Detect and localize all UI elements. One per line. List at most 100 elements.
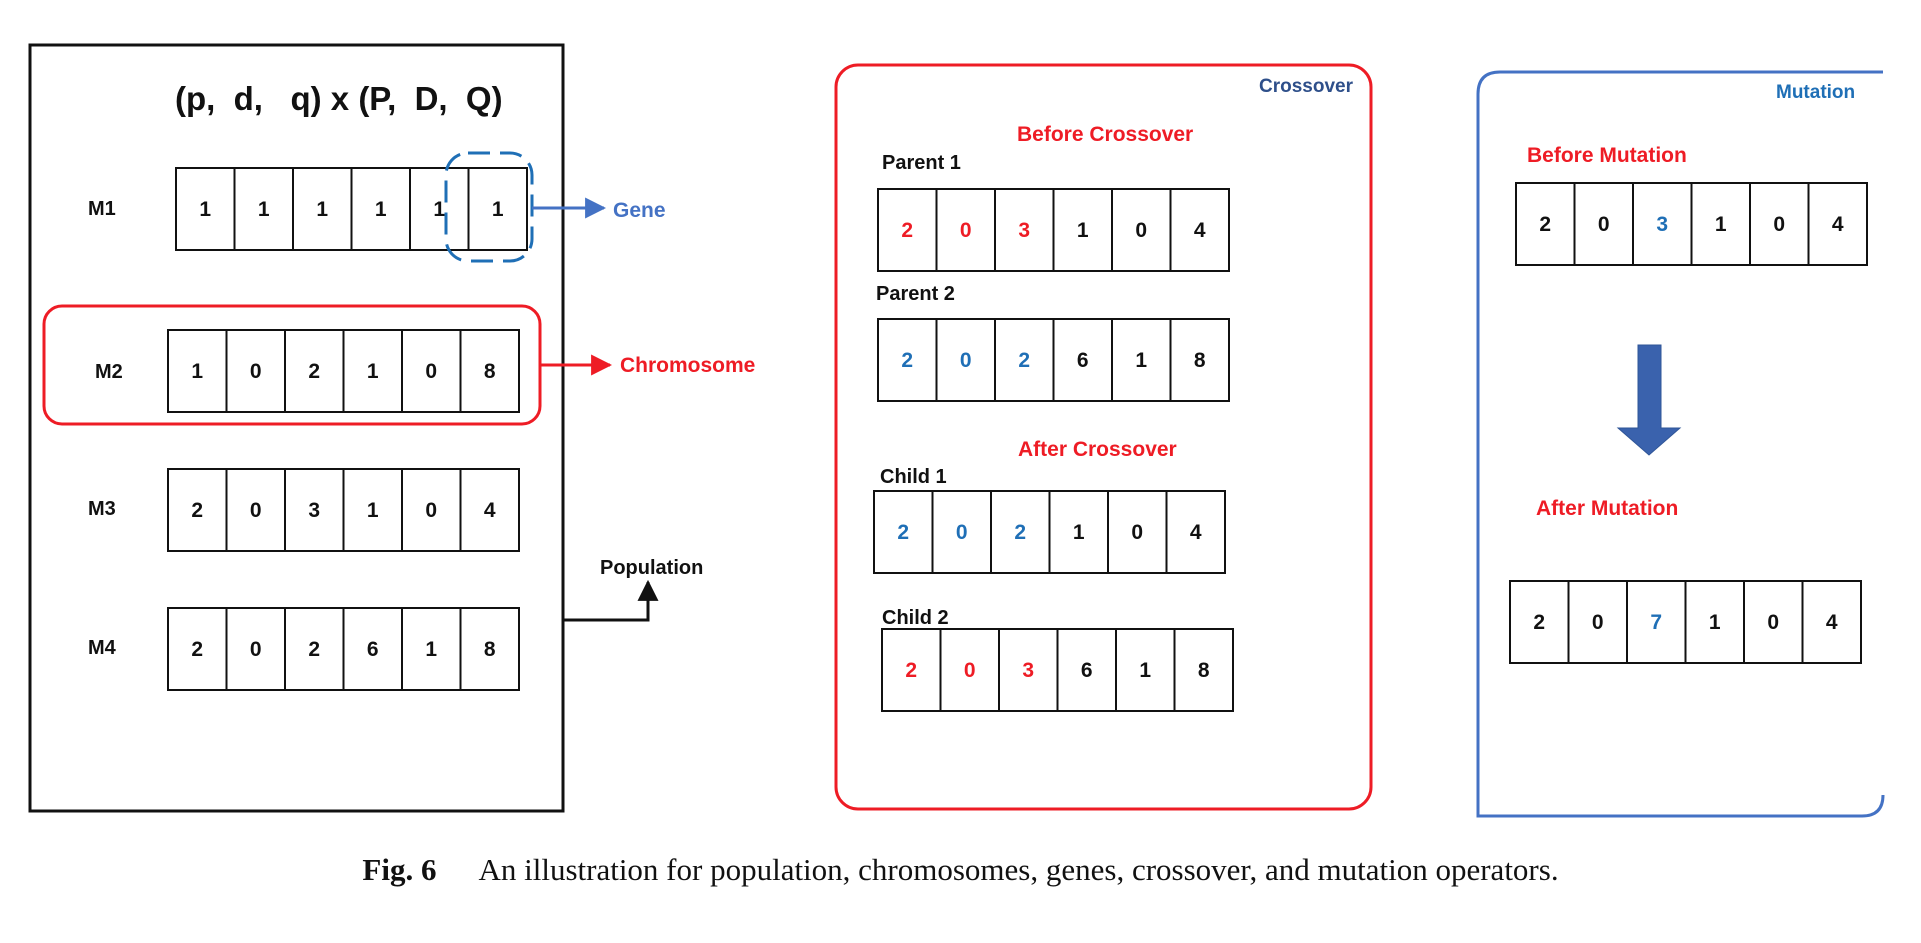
gene-cell	[167, 329, 228, 413]
gene-value: 1	[367, 360, 379, 383]
gene-value: 0	[425, 499, 437, 522]
gene-cell	[1749, 182, 1810, 266]
gene-value: 2	[901, 219, 913, 242]
crossover-row-label: Child 1	[880, 466, 947, 488]
gene-cell	[409, 167, 470, 251]
gene-value: 0	[1773, 213, 1785, 236]
gene-cell	[167, 468, 228, 552]
gene-cell	[1690, 182, 1751, 266]
gene-cell	[1509, 580, 1570, 664]
gene-value: 0	[425, 360, 437, 383]
gene-value: 1	[199, 198, 211, 221]
gene-cell	[233, 167, 294, 251]
figure-caption: Fig. 6 An illustration for population, ch…	[0, 852, 1921, 888]
gene-cell	[998, 628, 1059, 712]
gene-value: 2	[191, 499, 203, 522]
gene-value: 1	[1139, 659, 1151, 682]
gene-value: 3	[1656, 213, 1668, 236]
gene-cell	[467, 167, 528, 251]
mutation-rows: 2 0 3 1 0 4 2 0 7 1 0 4	[1509, 182, 1868, 664]
gene-value: 6	[1077, 349, 1089, 372]
gene-value: 3	[1018, 219, 1030, 242]
gene-value: 0	[960, 349, 972, 372]
gene-value: 8	[1194, 349, 1206, 372]
gene-cell	[459, 468, 520, 552]
gene-cell	[459, 607, 520, 691]
crossover-strip-4: 2 0 3 6 1 8	[881, 628, 1234, 712]
gene-value: 0	[250, 499, 262, 522]
formula-text: (p, d, q) x (P, D, Q)	[175, 80, 503, 117]
gene-cell	[175, 167, 236, 251]
gene-value: 2	[1014, 521, 1026, 544]
gene-cell	[225, 468, 286, 552]
gene-value: 0	[1767, 611, 1779, 634]
gene-value: 0	[960, 219, 972, 242]
before-mutation-label: Before Mutation	[1527, 144, 1687, 167]
chromosome-strip-m4: 2 0 2 6 1 8	[167, 607, 520, 691]
before-mutation-strip: 2 0 3 1 0 4	[1515, 182, 1868, 266]
gene-cell	[284, 607, 345, 691]
gene-cell	[1107, 490, 1168, 574]
after-mutation-label: After Mutation	[1536, 497, 1678, 520]
gene-value: 2	[905, 659, 917, 682]
crossover-rows: Parent 1 2 0 3 1 0 4 Parent 2 2 0 2 6 1 8 Child 1 2 0 2 1 0…	[873, 152, 1234, 712]
gene-cell	[1567, 580, 1628, 664]
gene-value: 4	[1832, 213, 1844, 236]
gene-cell	[1807, 182, 1868, 266]
gene-cell	[990, 490, 1051, 574]
gene-cell	[935, 188, 996, 272]
gene-cell	[1626, 580, 1687, 664]
gene-value: 1	[433, 198, 445, 221]
gene-cell	[1056, 628, 1117, 712]
gene-cell	[931, 490, 992, 574]
gene-value: 0	[1131, 521, 1143, 544]
gene-value: 1	[1077, 219, 1089, 242]
crossover-panel-frame	[834, 63, 1373, 811]
gene-cell	[284, 329, 345, 413]
gene-value: 2	[901, 349, 913, 372]
gene-cell	[292, 167, 353, 251]
crossover-strip-1: 2 0 3 1 0 4	[877, 188, 1230, 272]
population-label: Population	[600, 557, 703, 579]
gene-cell	[1052, 318, 1113, 402]
gene-label: Gene	[613, 199, 666, 222]
gene-value: 6	[1081, 659, 1093, 682]
gene-value: 2	[308, 360, 320, 383]
gene-value: 4	[1826, 611, 1838, 634]
gene-cell	[1169, 318, 1230, 402]
gene-cell	[401, 468, 462, 552]
gene-value: 3	[308, 499, 320, 522]
model-label: M2	[95, 361, 123, 383]
gene-cell	[1165, 490, 1226, 574]
mutation-down-arrow	[1616, 344, 1682, 456]
model-label: M1	[88, 198, 116, 220]
gene-value: 4	[484, 499, 496, 522]
gene-value: 1	[367, 499, 379, 522]
chromosome-strip-m2: 1 0 2 1 0 8	[167, 329, 520, 413]
population-arrow	[563, 579, 659, 622]
gene-value: 2	[191, 638, 203, 661]
gene-cell	[342, 468, 403, 552]
gene-value: 1	[375, 198, 387, 221]
gene-value: 1	[1709, 611, 1721, 634]
gene-value: 8	[484, 638, 496, 661]
gene-cell	[1169, 188, 1230, 272]
gene-value: 0	[1598, 213, 1610, 236]
gene-value: 4	[1194, 219, 1206, 242]
crossover-row-label: Parent 2	[876, 283, 955, 305]
gene-cell	[994, 188, 1055, 272]
crossover-row-label: Parent 1	[882, 152, 961, 174]
gene-value: 1	[191, 360, 203, 383]
gene-cell	[1515, 182, 1576, 266]
gene-cell	[1632, 182, 1693, 266]
gene-value: 6	[367, 638, 379, 661]
gene-value: 1	[425, 638, 437, 661]
mutation-panel-frame	[1476, 70, 1885, 818]
gene-value: 2	[308, 638, 320, 661]
caption-label: Fig. 6	[362, 852, 437, 887]
gene-value: 2	[1533, 611, 1545, 634]
model-label: M3	[88, 498, 116, 520]
gene-value: 8	[484, 360, 496, 383]
gene-value: 2	[897, 521, 909, 544]
